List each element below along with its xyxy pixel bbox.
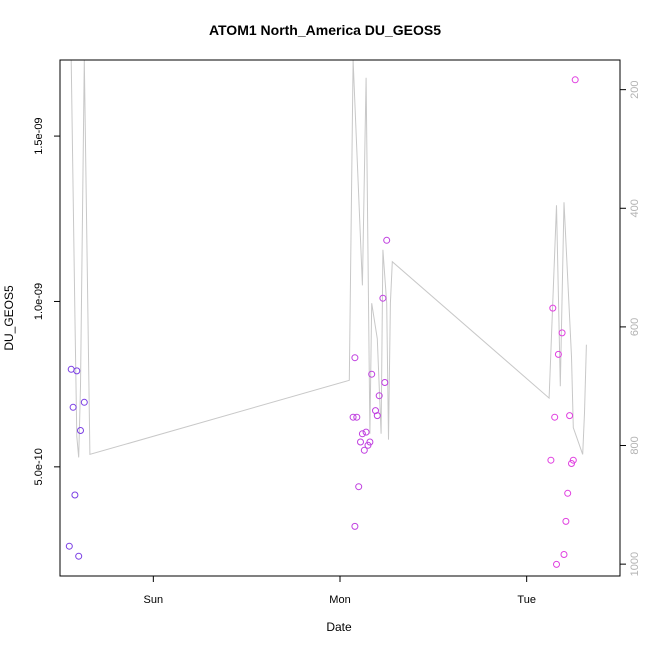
data-point bbox=[568, 460, 575, 467]
data-point bbox=[71, 491, 79, 499]
data-point bbox=[67, 365, 75, 373]
data-point bbox=[383, 236, 391, 244]
data-point bbox=[564, 489, 572, 497]
plot-frame bbox=[59, 59, 621, 577]
data-point bbox=[373, 412, 381, 420]
secondary-line bbox=[70, 59, 587, 458]
x-axis-label: Date bbox=[326, 620, 352, 634]
y-tick-label: 1.5e-09 bbox=[33, 117, 45, 154]
data-point bbox=[562, 517, 570, 525]
chart-title: ATOM1 North_America DU_GEOS5 bbox=[209, 22, 441, 38]
data-point bbox=[551, 413, 559, 421]
y-tick-label: 1.0e-09 bbox=[33, 283, 45, 320]
x-tick-label: Mon bbox=[329, 594, 350, 606]
points-layer bbox=[65, 76, 579, 568]
data-point bbox=[358, 430, 366, 438]
data-point bbox=[73, 367, 81, 375]
data-point bbox=[357, 438, 364, 446]
data-point bbox=[553, 560, 560, 568]
data-point bbox=[360, 446, 368, 454]
data-point bbox=[349, 413, 357, 421]
data-point bbox=[80, 398, 88, 406]
data-point bbox=[65, 542, 73, 550]
data-point bbox=[375, 392, 383, 400]
data-point bbox=[362, 428, 370, 436]
data-point bbox=[351, 522, 359, 530]
data-point bbox=[355, 483, 363, 491]
y-right-tick-label: 1000 bbox=[629, 552, 641, 576]
y-axis-right: 200 400 600 800 1000 bbox=[619, 81, 641, 576]
data-point bbox=[75, 552, 83, 560]
data-point bbox=[379, 294, 387, 302]
data-point bbox=[558, 329, 566, 337]
data-point bbox=[554, 350, 562, 358]
data-point bbox=[69, 403, 77, 411]
data-point bbox=[353, 413, 361, 421]
data-point bbox=[571, 76, 579, 84]
x-tick-label: Tue bbox=[517, 594, 536, 606]
y-axis-label: DU_GEOS5 bbox=[2, 285, 16, 351]
y-right-tick-label: 800 bbox=[629, 436, 641, 454]
y-axis: 5.0e-10 1.0e-09 1.5e-09 bbox=[33, 117, 61, 485]
y-tick-label: 5.0e-10 bbox=[33, 448, 45, 485]
x-tick-label: Sun bbox=[144, 594, 164, 606]
data-point bbox=[366, 438, 374, 446]
data-point bbox=[549, 304, 557, 312]
data-point bbox=[351, 354, 359, 362]
data-point bbox=[77, 427, 84, 434]
y-right-tick-label: 600 bbox=[629, 318, 641, 336]
x-axis: Sun Mon Tue bbox=[144, 575, 536, 606]
data-point bbox=[569, 456, 577, 464]
data-point bbox=[560, 551, 568, 558]
data-point bbox=[381, 379, 389, 386]
data-point bbox=[547, 456, 555, 464]
y-right-tick-label: 200 bbox=[629, 81, 641, 99]
data-point bbox=[368, 370, 376, 378]
data-point bbox=[566, 412, 574, 420]
secondary-line-layer bbox=[70, 59, 587, 458]
y-right-tick-label: 400 bbox=[629, 199, 641, 217]
